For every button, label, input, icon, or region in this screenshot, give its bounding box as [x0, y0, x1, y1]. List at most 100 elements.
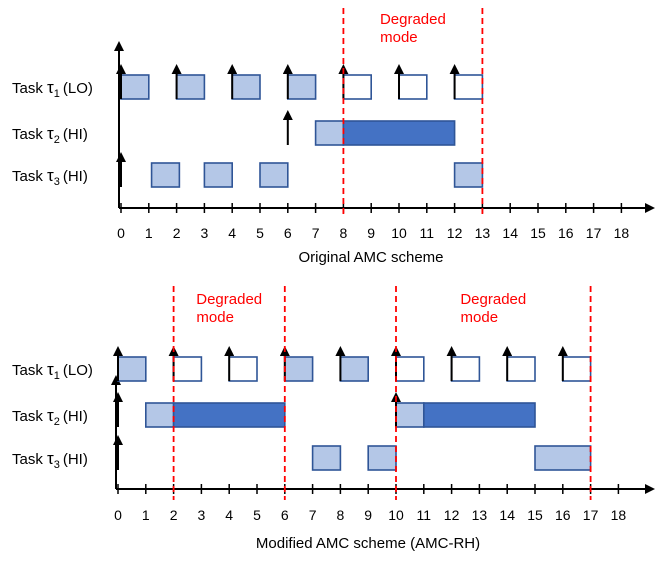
- execution-block-hollow: [450, 356, 481, 382]
- task-label-criticality: (HI): [63, 408, 88, 425]
- tick-label: 3: [201, 225, 209, 241]
- task-label-subscript: 2: [54, 416, 60, 428]
- execution-block-dark: [342, 120, 456, 146]
- tick-label: 15: [530, 225, 546, 241]
- execution-block-light: [120, 74, 150, 100]
- tick-label: 14: [499, 507, 515, 523]
- execution-block-light: [145, 402, 175, 428]
- execution-block-light: [117, 356, 147, 382]
- tick-label: 11: [417, 507, 432, 523]
- execution-block-light: [283, 356, 314, 382]
- execution-block-light: [311, 445, 342, 471]
- execution-block-light: [150, 162, 181, 188]
- task-label-name: Task: [12, 80, 43, 97]
- task-label-subscript: 1: [54, 370, 60, 382]
- task-label-tau: τ: [47, 166, 54, 185]
- task-label-criticality: (LO): [63, 362, 93, 379]
- tick-label: 8: [340, 225, 348, 241]
- tick-label: 10: [391, 225, 407, 241]
- tick-label: 7: [309, 507, 317, 523]
- tick-label: 4: [225, 507, 233, 523]
- task-label: Task τ3 (HI): [12, 449, 88, 471]
- tick-label: 5: [253, 507, 261, 523]
- tick-label: 6: [281, 507, 289, 523]
- task-label-tau: τ: [47, 449, 54, 468]
- task-label-tau: τ: [47, 360, 54, 379]
- execution-block-light: [203, 162, 233, 188]
- task-label-name: Task: [12, 168, 43, 185]
- tick-label: 5: [256, 225, 264, 241]
- execution-block-light: [314, 120, 345, 146]
- task-label-subscript: 2: [54, 134, 60, 146]
- execution-block-light: [367, 445, 397, 471]
- degraded-mode-label: mode: [380, 29, 418, 46]
- task-label-name: Task: [12, 362, 43, 379]
- panel-caption: Modified AMC scheme (AMC-RH): [256, 535, 480, 552]
- tick-label: 9: [367, 225, 375, 241]
- tick-label: 16: [558, 225, 574, 241]
- task-label-criticality: (HI): [63, 168, 88, 185]
- tick-label: 17: [583, 507, 599, 523]
- tick-label: 17: [586, 225, 602, 241]
- tick-label: 2: [170, 507, 178, 523]
- execution-block-hollow: [453, 74, 484, 100]
- task-label-criticality: (LO): [63, 80, 93, 97]
- task-label-subscript: 3: [54, 176, 60, 188]
- execution-block-light: [231, 74, 261, 100]
- execution-block-hollow: [395, 356, 425, 382]
- task-label-tau: τ: [47, 406, 54, 425]
- tick-label: 0: [114, 507, 122, 523]
- execution-block-light: [395, 402, 425, 428]
- execution-block-dark: [422, 402, 536, 428]
- execution-block-light: [534, 445, 592, 471]
- tick-label: 15: [527, 507, 543, 523]
- tick-label: 14: [502, 225, 518, 241]
- tick-label: 12: [447, 225, 463, 241]
- panel-caption: Original AMC scheme: [298, 249, 443, 266]
- tick-label: 1: [145, 225, 153, 241]
- tick-label: 1: [142, 507, 150, 523]
- execution-block-hollow: [342, 74, 372, 100]
- task-label-name: Task: [12, 451, 43, 468]
- task-label-criticality: (HI): [63, 126, 88, 143]
- execution-block-hollow: [172, 356, 203, 382]
- execution-block-light: [339, 356, 369, 382]
- task-label: Task τ2 (HI): [12, 406, 88, 428]
- tick-label: 18: [611, 507, 627, 523]
- execution-block-light: [259, 162, 289, 188]
- task-label-tau: τ: [47, 124, 54, 143]
- task-label-subscript: 1: [54, 88, 60, 100]
- execution-block-hollow: [506, 356, 536, 382]
- tick-label: 12: [444, 507, 460, 523]
- tick-label: 2: [173, 225, 181, 241]
- task-label-criticality: (HI): [63, 451, 88, 468]
- tick-label: 4: [228, 225, 236, 241]
- task-label: Task τ3 (HI): [12, 166, 88, 188]
- degraded-mode-label: mode: [461, 309, 499, 326]
- degraded-mode-label: mode: [196, 309, 234, 326]
- tick-label: 6: [284, 225, 292, 241]
- execution-block-light: [453, 162, 484, 188]
- execution-block-hollow: [398, 74, 428, 100]
- tick-label: 0: [117, 225, 125, 241]
- tick-label: 8: [337, 507, 345, 523]
- degraded-mode-label: Degraded: [460, 291, 526, 308]
- degraded-mode-label: Degraded: [196, 291, 262, 308]
- tick-label: 13: [475, 225, 491, 241]
- tick-label: 9: [364, 507, 372, 523]
- degraded-mode-label: Degraded: [380, 11, 446, 28]
- task-label-name: Task: [12, 126, 43, 143]
- tick-label: 3: [198, 507, 206, 523]
- task-label-name: Task: [12, 408, 43, 425]
- execution-block-hollow: [561, 356, 592, 382]
- task-label-subscript: 3: [54, 459, 60, 471]
- tick-label: 11: [420, 225, 435, 241]
- task-label: Task τ1 (LO): [12, 360, 93, 382]
- tick-label: 13: [472, 507, 488, 523]
- tick-label: 10: [388, 507, 404, 523]
- execution-block-hollow: [228, 356, 258, 382]
- task-label: Task τ2 (HI): [12, 124, 88, 146]
